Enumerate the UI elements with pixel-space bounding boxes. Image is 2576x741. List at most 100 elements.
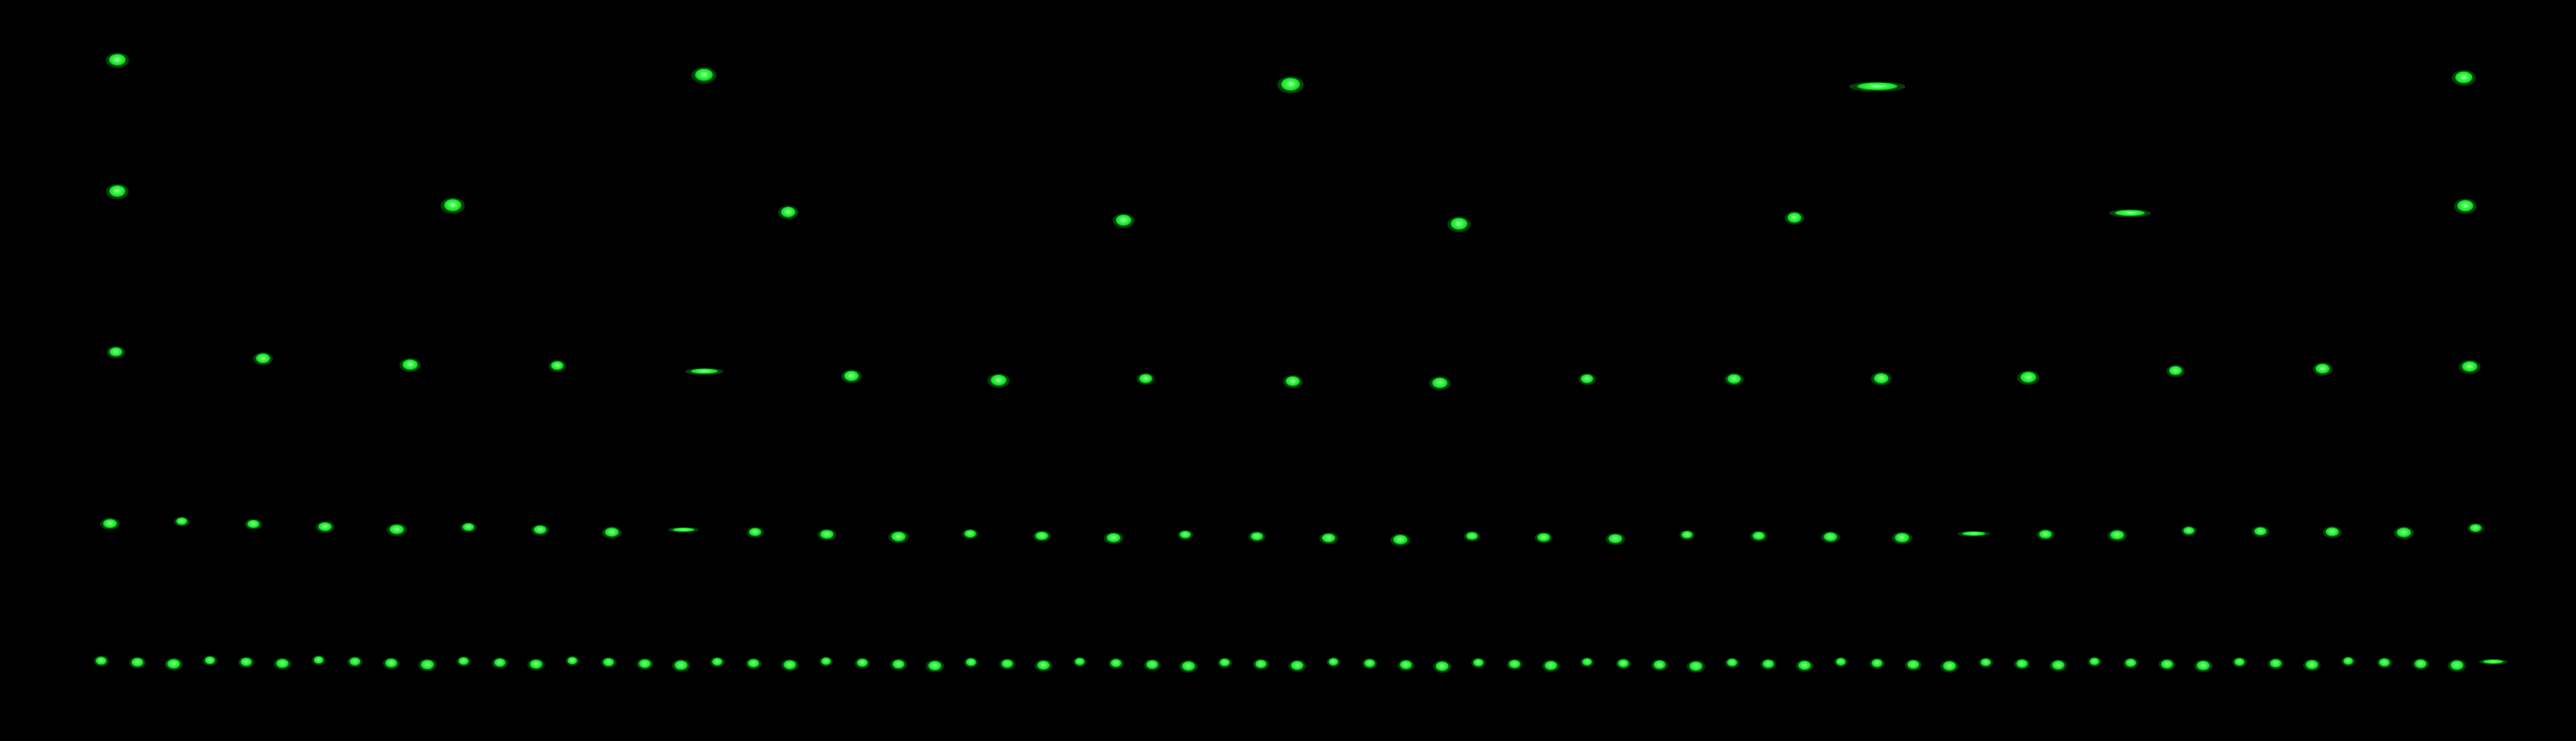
- green-spot: [821, 657, 832, 665]
- green-spot: [780, 207, 796, 218]
- green-spot: [1942, 661, 1956, 671]
- green-spot: [1179, 530, 1192, 539]
- green-spot: [318, 522, 332, 532]
- green-spot: [690, 368, 719, 374]
- green-spot: [1145, 660, 1159, 670]
- green-spot: [349, 657, 361, 666]
- green-spot: [402, 359, 419, 370]
- green-spot: [820, 530, 834, 539]
- green-spot: [2160, 660, 2173, 669]
- green-spot: [2110, 530, 2124, 541]
- green-spot: [966, 658, 977, 667]
- green-spot: [1074, 657, 1085, 666]
- green-spot: [604, 528, 620, 538]
- green-spot: [1962, 531, 1986, 536]
- green-spot: [533, 525, 547, 535]
- green-spot: [1037, 660, 1050, 671]
- green-spot: [109, 347, 123, 357]
- green-spot: [712, 657, 723, 666]
- green-spot: [389, 525, 405, 535]
- green-spot: [1115, 214, 1132, 227]
- green-spot: [1762, 660, 1775, 669]
- green-spot: [1689, 661, 1703, 672]
- green-spot: [990, 374, 1008, 387]
- green-spot: [1798, 660, 1811, 671]
- green-spot: [2456, 200, 2474, 213]
- green-spot: [1255, 660, 1267, 669]
- green-spot: [1582, 658, 1593, 666]
- green-spot: [843, 370, 859, 382]
- green-spot: [131, 657, 144, 668]
- green-spot: [1894, 533, 1910, 544]
- green-spot: [2462, 361, 2478, 373]
- green-spot: [747, 659, 760, 668]
- green-spot: [2254, 527, 2267, 536]
- green-spot: [928, 661, 942, 671]
- green-spot: [674, 660, 688, 671]
- green-spot: [2089, 657, 2100, 666]
- green-spot: [1435, 661, 1449, 672]
- green-spot: [1608, 534, 1623, 544]
- green-spot: [1431, 377, 1448, 389]
- green-spot: [1787, 212, 1802, 224]
- green-spot: [639, 659, 651, 669]
- green-spot: [1280, 78, 1301, 92]
- green-spot: [1106, 533, 1121, 543]
- green-spot: [783, 660, 796, 670]
- green-spot: [1321, 533, 1336, 543]
- green-spot: [2016, 660, 2028, 668]
- green-spot: [529, 660, 543, 670]
- green-spot: [1580, 374, 1594, 384]
- green-spot: [2125, 659, 2137, 668]
- green-spot: [672, 528, 695, 533]
- green-spot: [313, 656, 324, 665]
- green-spot: [1823, 532, 1838, 542]
- green-spot: [603, 658, 614, 667]
- green-spot: [1681, 530, 1693, 539]
- green-spot: [1399, 660, 1412, 670]
- green-spot: [2396, 528, 2412, 538]
- green-spot: [385, 658, 397, 668]
- green-spot: [462, 523, 474, 532]
- green-spot: [2343, 657, 2354, 665]
- spot-row-2: [106, 183, 2477, 233]
- spot-row-3: [106, 346, 2481, 390]
- green-spot: [2019, 371, 2037, 384]
- green-spot: [749, 528, 762, 537]
- green-spot: [1472, 659, 1484, 667]
- green-spot: [2114, 210, 2146, 216]
- green-spot: [2305, 660, 2319, 670]
- green-spot: [246, 519, 260, 529]
- green-spot: [694, 68, 713, 82]
- green-spot: [1907, 660, 1920, 670]
- green-spot: [1537, 533, 1551, 542]
- green-spot: [1139, 373, 1153, 384]
- green-spot: [2454, 71, 2473, 84]
- green-spot: [1508, 660, 1521, 669]
- green-spot: [1466, 532, 1478, 541]
- green-spot: [2039, 530, 2052, 539]
- green-spot: [1219, 658, 1230, 667]
- green-spot: [1392, 535, 1408, 545]
- green-spot: [1618, 659, 1629, 668]
- green-spot: [1291, 660, 1304, 671]
- green-spot: [2325, 528, 2339, 537]
- green-spot: [1450, 218, 1468, 231]
- green-spot: [109, 54, 126, 67]
- green-spot: [2450, 660, 2464, 671]
- green-spot: [103, 519, 117, 529]
- green-spot: [891, 532, 906, 542]
- green-spot: [176, 517, 188, 526]
- green-spot: [1001, 660, 1013, 668]
- green-spot: [551, 361, 564, 371]
- green-spot: [1752, 531, 1765, 541]
- green-spot: [444, 199, 462, 213]
- green-spot: [2469, 524, 2482, 533]
- green-spot: [276, 659, 289, 669]
- green-spot: [2183, 527, 2195, 535]
- green-spot: [2196, 660, 2210, 671]
- green-spot: [2482, 660, 2504, 664]
- green-spot: [2315, 363, 2330, 374]
- green-spot: [458, 657, 469, 665]
